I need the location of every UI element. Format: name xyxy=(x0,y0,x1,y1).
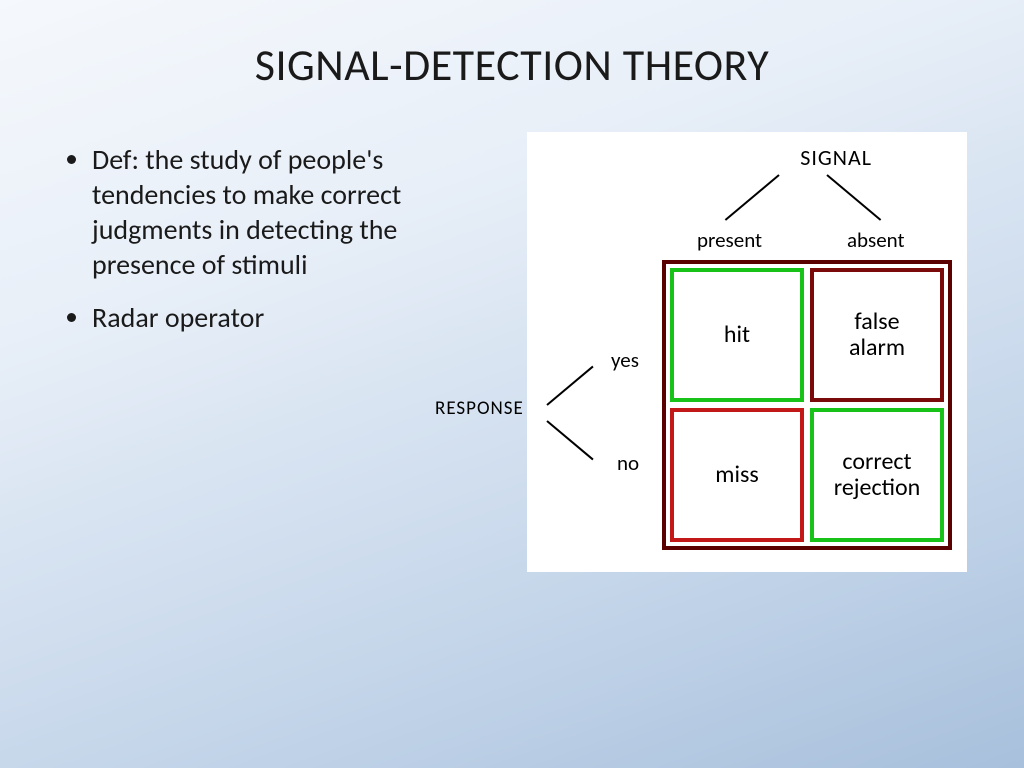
bullet-item: Def: the study of people's tendencies to… xyxy=(92,142,490,282)
column-label-present: present xyxy=(697,227,762,253)
cell-hit: hit xyxy=(670,268,804,402)
column-label-absent: absent xyxy=(847,227,905,253)
branch-line xyxy=(546,366,593,406)
row-label-no: no xyxy=(617,450,639,476)
branch-line xyxy=(725,174,780,221)
cell-miss: miss xyxy=(670,408,804,542)
diagram-canvas: SIGNAL present absent RESPONSE yes no hi… xyxy=(527,132,967,572)
branch-line xyxy=(826,174,881,221)
cell-correct-rejection: correctrejection xyxy=(810,408,944,542)
response-label: RESPONSE xyxy=(435,397,524,420)
bullet-item: Radar operator xyxy=(92,300,490,335)
row-label-yes: yes xyxy=(611,347,639,373)
bullet-list: Def: the study of people's tendencies to… xyxy=(70,132,490,572)
sdt-matrix: hit falsealarm miss correctrejection xyxy=(662,260,952,550)
branch-line xyxy=(546,420,593,460)
sdt-diagram: SIGNAL present absent RESPONSE yes no hi… xyxy=(510,132,984,572)
cell-false-alarm: falsealarm xyxy=(810,268,944,402)
slide-title: SIGNAL-DETECTION THEORY xyxy=(0,0,1024,92)
content-area: Def: the study of people's tendencies to… xyxy=(0,92,1024,572)
signal-label: SIGNAL xyxy=(800,144,872,171)
